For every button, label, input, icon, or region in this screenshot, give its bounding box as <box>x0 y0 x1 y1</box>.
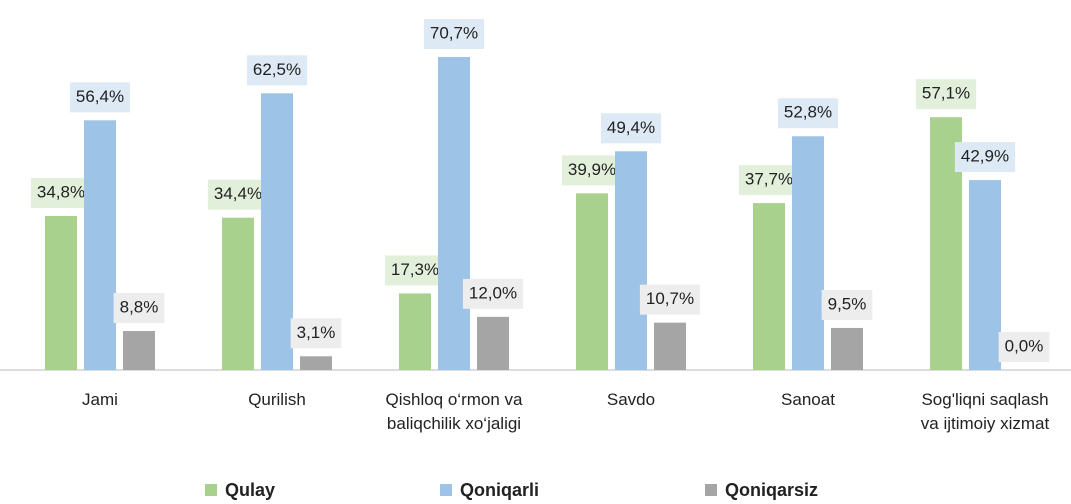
value-label-bg <box>998 332 1050 362</box>
value-label-bg <box>915 79 977 110</box>
value-label: 9,5% <box>828 294 867 313</box>
x-tick-label: Savdo <box>606 390 656 409</box>
value-label-bg <box>462 278 524 309</box>
value-label: 42,9% <box>961 147 1009 166</box>
value-label: 62,5% <box>253 60 301 79</box>
bar <box>477 316 509 370</box>
value-label-group: 70,7% <box>423 19 485 49</box>
value-label-bg <box>561 155 623 186</box>
value-label-group: 3,1% <box>290 318 342 349</box>
bar <box>84 120 116 370</box>
legend-swatch <box>440 484 452 496</box>
value-label: 52,8% <box>784 103 832 122</box>
value-label: 37,7% <box>745 170 793 189</box>
bar <box>654 322 686 370</box>
bar <box>438 57 470 370</box>
bar <box>222 217 254 370</box>
value-label-bg <box>639 284 701 315</box>
value-label-group: 52,8% <box>777 98 839 129</box>
bar <box>45 215 77 370</box>
value-label-bg <box>290 318 342 349</box>
value-label-group: 56,4% <box>69 82 131 113</box>
value-label: 8,8% <box>120 298 159 317</box>
legend-swatch <box>705 484 717 496</box>
value-label: 57,1% <box>922 84 970 103</box>
value-label-bg <box>113 293 165 324</box>
value-label-group: 34,8% <box>30 177 92 208</box>
bar <box>300 356 332 370</box>
bar <box>753 203 785 370</box>
value-label-bg <box>821 289 873 320</box>
value-label: 3,1% <box>297 323 336 342</box>
bar <box>399 293 431 370</box>
value-label: 49,4% <box>607 118 655 137</box>
bar <box>576 193 608 370</box>
value-label-group: 10,7% <box>639 284 701 315</box>
legend-swatch <box>205 484 217 496</box>
value-label-bg <box>954 142 1016 173</box>
value-label-bg <box>738 165 800 196</box>
x-tick-label: Qurilish <box>248 390 306 409</box>
x-tick-label: Qishloq o‘rmon va baliqchilik xo‘jaligi <box>385 390 523 433</box>
x-tick-label: Sanoat <box>781 390 835 409</box>
bar <box>615 151 647 370</box>
value-label: 34,8% <box>37 182 85 201</box>
bar <box>123 331 155 370</box>
value-label: 17,3% <box>391 260 439 279</box>
value-label: 34,4% <box>214 184 262 203</box>
value-label: 70,7% <box>430 23 478 42</box>
legend-label: Qoniqarsiz <box>725 480 818 500</box>
value-label-bg <box>30 177 92 208</box>
x-tick-label: Jami <box>82 390 118 409</box>
bar <box>831 327 863 370</box>
value-label: 0,0% <box>1005 336 1044 355</box>
value-label: 12,0% <box>469 283 517 302</box>
value-label-bg <box>600 113 662 144</box>
value-label-group: 62,5% <box>246 55 308 86</box>
value-label-group: 12,0% <box>462 278 524 309</box>
value-label-bg <box>207 179 269 210</box>
value-label-bg <box>777 98 839 129</box>
value-label-group: 42,9% <box>954 142 1016 173</box>
value-label-bg <box>246 55 308 86</box>
value-label-group: 17,3% <box>384 255 446 286</box>
value-label-group: 39,9% <box>561 155 623 186</box>
value-label-group: 34,4% <box>207 179 269 210</box>
value-label-group: 57,1% <box>915 79 977 110</box>
bar <box>969 180 1001 370</box>
value-label: 56,4% <box>76 87 124 106</box>
value-label-group: 8,8% <box>113 293 165 324</box>
legend-label: Qulay <box>225 480 275 500</box>
value-label: 10,7% <box>646 289 694 308</box>
value-label-group: 9,5% <box>821 289 873 320</box>
value-label: 39,9% <box>568 160 616 179</box>
bar <box>261 93 293 371</box>
value-label-bg <box>69 82 131 113</box>
value-label-group: 37,7% <box>738 165 800 196</box>
legend-label: Qoniqarli <box>460 480 539 500</box>
bar <box>792 136 824 370</box>
value-label-group: 49,4% <box>600 113 662 144</box>
value-label-bg <box>384 255 446 286</box>
value-label-bg <box>423 19 485 49</box>
x-tick-label: Sog'liqni saqlash va ijtimoiy xizmat <box>920 390 1050 433</box>
value-label-group: 0,0% <box>998 332 1050 362</box>
